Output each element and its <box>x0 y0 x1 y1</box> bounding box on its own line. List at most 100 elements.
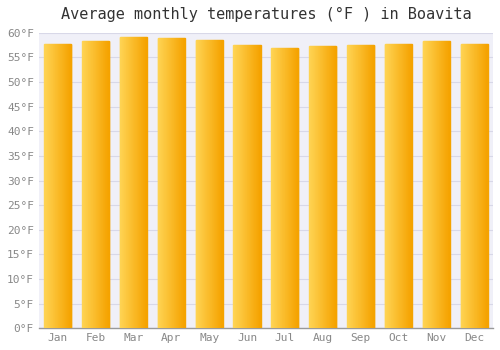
Bar <box>447 41 448 328</box>
Bar <box>329 46 330 328</box>
Bar <box>431 41 432 328</box>
Bar <box>410 44 412 328</box>
Bar <box>46 44 47 328</box>
Bar <box>99 41 100 328</box>
Bar <box>443 41 444 328</box>
Bar <box>386 44 387 328</box>
Bar <box>133 37 134 328</box>
Title: Average monthly temperatures (°F ) in Boavita: Average monthly temperatures (°F ) in Bo… <box>60 7 471 22</box>
Bar <box>406 44 408 328</box>
Bar <box>320 46 322 328</box>
Bar <box>139 37 140 328</box>
Bar <box>253 45 254 328</box>
Bar <box>463 44 464 328</box>
Bar <box>95 41 96 328</box>
Bar <box>98 41 99 328</box>
Bar <box>330 46 331 328</box>
Bar <box>460 44 461 328</box>
Bar <box>162 38 163 328</box>
Bar <box>168 38 170 328</box>
Bar <box>48 44 49 328</box>
Bar <box>70 44 72 328</box>
Bar <box>428 41 429 328</box>
Bar <box>86 41 88 328</box>
Bar <box>241 45 242 328</box>
Bar <box>310 46 311 328</box>
Bar <box>122 37 123 328</box>
Bar <box>178 38 179 328</box>
Bar <box>128 37 130 328</box>
Bar <box>274 48 276 328</box>
Bar <box>96 41 97 328</box>
Bar <box>68 44 70 328</box>
Bar <box>461 44 462 328</box>
Bar <box>84 41 86 328</box>
Bar <box>286 48 287 328</box>
Bar <box>435 41 436 328</box>
Bar <box>245 45 246 328</box>
Bar <box>357 45 358 328</box>
Bar <box>243 45 244 328</box>
Bar <box>284 48 285 328</box>
Bar <box>208 40 209 328</box>
Bar <box>204 40 205 328</box>
Bar <box>207 40 208 328</box>
Bar <box>481 44 482 328</box>
Bar <box>422 41 424 328</box>
Bar <box>389 44 390 328</box>
Bar <box>180 38 181 328</box>
Bar <box>324 46 325 328</box>
Bar <box>361 45 362 328</box>
Bar <box>354 45 355 328</box>
Bar <box>271 48 272 328</box>
Bar <box>140 37 141 328</box>
Bar <box>318 46 320 328</box>
Bar <box>252 45 253 328</box>
Bar <box>372 45 373 328</box>
Bar <box>206 40 207 328</box>
Bar <box>398 44 399 328</box>
Bar <box>197 40 198 328</box>
Bar <box>174 38 176 328</box>
Bar <box>183 38 184 328</box>
Bar <box>66 44 68 328</box>
Bar <box>106 41 107 328</box>
Bar <box>464 44 466 328</box>
Bar <box>280 48 281 328</box>
Bar <box>289 48 290 328</box>
Bar <box>487 44 488 328</box>
Bar <box>314 46 315 328</box>
Bar <box>385 44 386 328</box>
Bar <box>462 44 463 328</box>
Bar <box>391 44 392 328</box>
Bar <box>160 38 161 328</box>
Bar <box>388 44 389 328</box>
Bar <box>358 45 359 328</box>
Bar <box>436 41 437 328</box>
Bar <box>256 45 257 328</box>
Bar <box>472 44 473 328</box>
Bar <box>387 44 388 328</box>
Bar <box>50 44 51 328</box>
Bar <box>349 45 350 328</box>
Bar <box>213 40 214 328</box>
Bar <box>402 44 403 328</box>
Bar <box>441 41 442 328</box>
Bar <box>120 37 121 328</box>
Bar <box>424 41 426 328</box>
Bar <box>172 38 174 328</box>
Bar <box>484 44 485 328</box>
Bar <box>373 45 374 328</box>
Bar <box>403 44 404 328</box>
Bar <box>220 40 222 328</box>
Bar <box>315 46 316 328</box>
Bar <box>247 45 248 328</box>
Bar <box>322 46 324 328</box>
Bar <box>370 45 371 328</box>
Bar <box>90 41 91 328</box>
Bar <box>449 41 450 328</box>
Bar <box>248 45 249 328</box>
Bar <box>181 38 182 328</box>
Bar <box>466 44 468 328</box>
Bar <box>353 45 354 328</box>
